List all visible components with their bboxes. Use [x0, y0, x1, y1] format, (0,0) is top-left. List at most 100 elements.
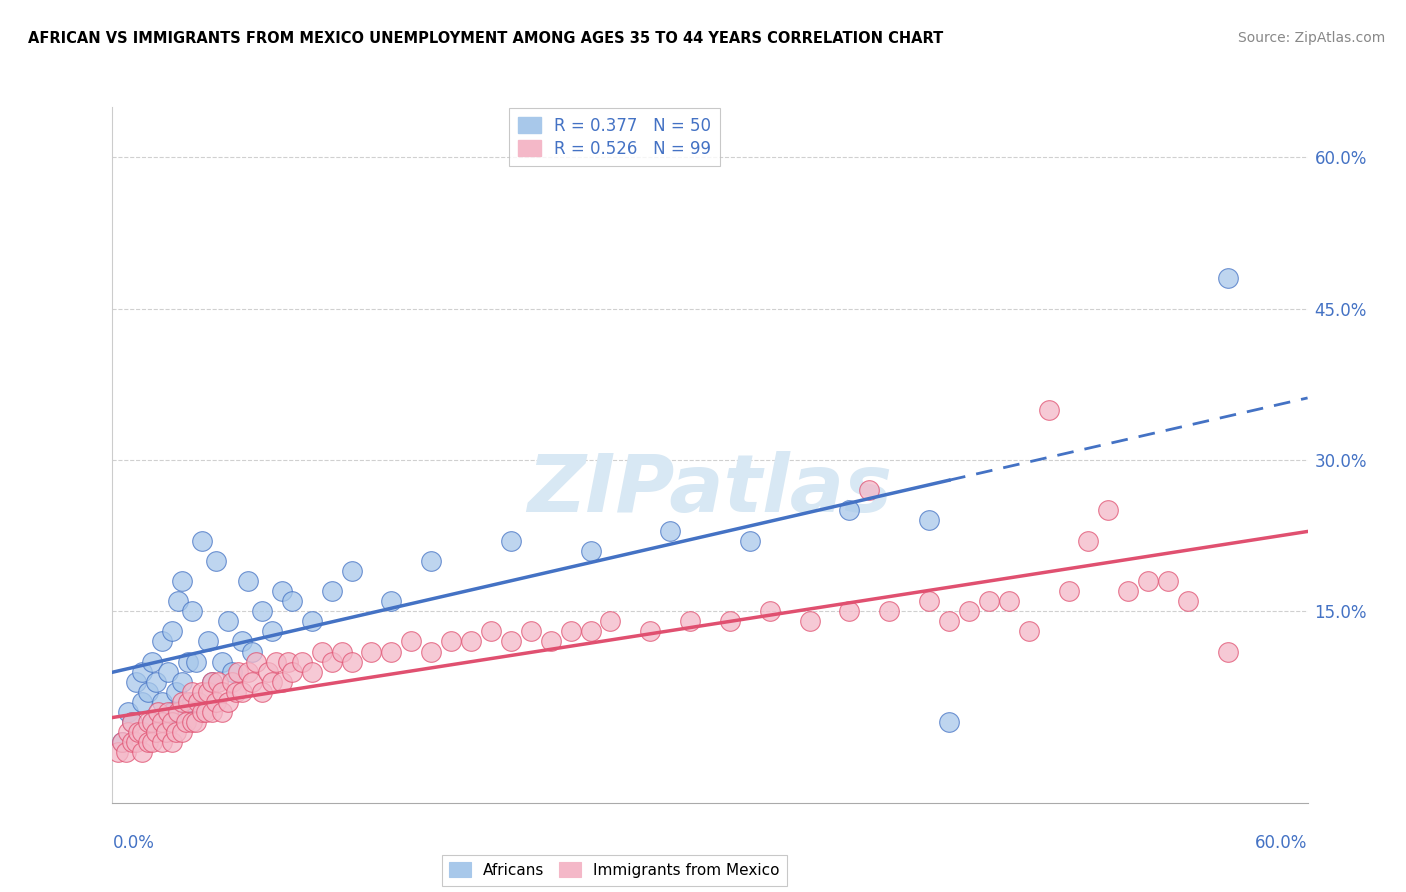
- Point: [201, 674, 224, 689]
- Point: [211, 655, 233, 669]
- Point: [957, 604, 980, 618]
- Point: [172, 674, 194, 689]
- Point: [207, 674, 229, 689]
- Point: [117, 725, 139, 739]
- Point: [236, 665, 259, 679]
- Point: [167, 594, 190, 608]
- Point: [1097, 503, 1119, 517]
- Point: [191, 705, 214, 719]
- Point: [838, 503, 860, 517]
- Point: [998, 594, 1021, 608]
- Point: [150, 634, 173, 648]
- Point: [291, 655, 314, 669]
- Point: [479, 624, 502, 639]
- Point: [131, 725, 153, 739]
- Point: [301, 665, 323, 679]
- Point: [340, 564, 363, 578]
- Point: [918, 594, 941, 608]
- Point: [260, 624, 283, 639]
- Point: [270, 584, 292, 599]
- Point: [205, 695, 228, 709]
- Point: [599, 615, 621, 629]
- Point: [174, 715, 197, 730]
- Point: [938, 615, 960, 629]
- Point: [172, 574, 194, 588]
- Point: [121, 735, 143, 749]
- Point: [250, 604, 273, 618]
- Text: AFRICAN VS IMMIGRANTS FROM MEXICO UNEMPLOYMENT AMONG AGES 35 TO 44 YEARS CORRELA: AFRICAN VS IMMIGRANTS FROM MEXICO UNEMPL…: [28, 31, 943, 46]
- Point: [1137, 574, 1160, 588]
- Point: [162, 715, 183, 730]
- Point: [181, 685, 204, 699]
- Text: Source: ZipAtlas.com: Source: ZipAtlas.com: [1237, 31, 1385, 45]
- Point: [187, 695, 209, 709]
- Point: [138, 735, 160, 749]
- Point: [121, 715, 143, 730]
- Point: [231, 634, 253, 648]
- Point: [111, 735, 134, 749]
- Point: [420, 644, 443, 658]
- Point: [281, 665, 304, 679]
- Point: [264, 655, 287, 669]
- Point: [321, 655, 343, 669]
- Point: [125, 674, 148, 689]
- Point: [131, 695, 153, 709]
- Point: [165, 685, 187, 699]
- Text: 60.0%: 60.0%: [1256, 834, 1308, 852]
- Point: [560, 624, 582, 639]
- Point: [117, 705, 139, 719]
- Point: [157, 665, 180, 679]
- Point: [281, 594, 304, 608]
- Point: [460, 634, 482, 648]
- Point: [111, 735, 134, 749]
- Point: [1216, 271, 1239, 285]
- Point: [197, 685, 219, 699]
- Point: [197, 634, 219, 648]
- Point: [311, 644, 333, 658]
- Point: [1057, 584, 1080, 599]
- Point: [520, 624, 543, 639]
- Point: [340, 655, 363, 669]
- Point: [141, 655, 163, 669]
- Point: [221, 665, 243, 679]
- Point: [380, 644, 402, 658]
- Point: [260, 674, 283, 689]
- Point: [250, 685, 273, 699]
- Point: [1038, 402, 1060, 417]
- Point: [205, 554, 228, 568]
- Point: [579, 624, 602, 639]
- Point: [107, 745, 129, 759]
- Point: [718, 615, 741, 629]
- Point: [115, 745, 138, 759]
- Point: [679, 615, 702, 629]
- Point: [245, 655, 267, 669]
- Point: [181, 715, 204, 730]
- Point: [127, 725, 149, 739]
- Point: [659, 524, 682, 538]
- Point: [191, 685, 214, 699]
- Point: [191, 533, 214, 548]
- Point: [165, 725, 187, 739]
- Point: [225, 685, 247, 699]
- Text: ZIPatlas: ZIPatlas: [527, 450, 893, 529]
- Point: [236, 574, 259, 588]
- Point: [1018, 624, 1040, 639]
- Point: [858, 483, 880, 498]
- Point: [148, 705, 170, 719]
- Point: [240, 644, 263, 658]
- Point: [162, 705, 183, 719]
- Point: [380, 594, 402, 608]
- Point: [167, 705, 190, 719]
- Point: [141, 715, 163, 730]
- Point: [150, 715, 173, 730]
- Point: [138, 715, 160, 730]
- Point: [877, 604, 900, 618]
- Point: [759, 604, 782, 618]
- Point: [162, 735, 183, 749]
- Point: [141, 715, 163, 730]
- Point: [301, 615, 323, 629]
- Point: [141, 735, 163, 749]
- Point: [177, 655, 200, 669]
- Point: [162, 624, 183, 639]
- Point: [540, 634, 562, 648]
